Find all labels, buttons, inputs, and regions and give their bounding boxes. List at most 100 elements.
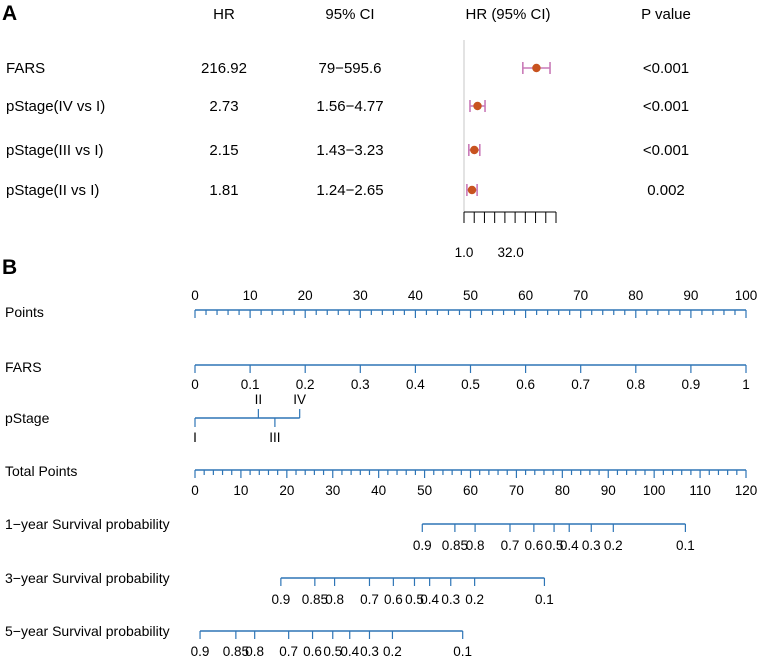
axis-tick-label: 1.0	[455, 245, 474, 260]
row-label: pStage(III vs I)	[6, 142, 104, 159]
p-value: <0.001	[643, 142, 689, 159]
tick-label: 0.8	[626, 377, 645, 392]
axis-tick-label: 32.0	[498, 245, 524, 260]
tick-label: 50	[417, 483, 432, 498]
category-label: I	[193, 430, 197, 445]
tick-label: 0.85	[223, 644, 249, 659]
panel-a-forest-plot: A HR 95% CI HR (95% CI) P value FARS 216.…	[2, 2, 691, 260]
hr-point	[532, 63, 541, 73]
tick-label: 50	[463, 288, 478, 303]
tick-label: 0.3	[360, 644, 379, 659]
hr-point	[467, 185, 477, 195]
tick-label: 100	[643, 483, 666, 498]
forest-row: pStage(II vs I) 1.81 1.24−2.65 0.002	[6, 182, 685, 199]
tick-label: 100	[735, 288, 758, 303]
nomogram: Points 0 10 20 30 40 50 60 70 80 90 100 FARS 0 0.1 0.2 0…	[5, 288, 757, 659]
header-hr: HR	[213, 6, 235, 23]
tick-label: 0.9	[271, 592, 290, 607]
tick-label: 0.4	[560, 538, 579, 553]
nomogram-scale: 5−year Survival probability 0.9 0.850.8 0.7…	[5, 623, 472, 659]
forest-row: pStage(IV vs I) 2.73 1.56−4.77 <0.001	[6, 98, 689, 115]
tick-label: 0.7	[501, 538, 520, 553]
tick-label: 40	[371, 483, 386, 498]
tick-label: 0.3	[441, 592, 460, 607]
tick-label: 0.6	[384, 592, 403, 607]
tick-label: 0.4	[406, 377, 425, 392]
header-95ci: 95% CI	[325, 6, 374, 23]
tick-label: 0	[191, 288, 199, 303]
tick-label: 0.7	[360, 592, 379, 607]
tick-label: 10	[243, 288, 258, 303]
tick-label: 70	[509, 483, 524, 498]
nomogram-scale: 3−year Survival probability 0.9 0.850.8 0.7…	[5, 570, 554, 607]
tick-label: 90	[601, 483, 616, 498]
tick-label: 10	[233, 483, 248, 498]
scale-name: 5−year Survival probability	[5, 623, 170, 639]
tick-label: 0.1	[241, 377, 260, 392]
forest-row: pStage(III vs I) 2.15 1.43−3.23 <0.001	[6, 142, 689, 159]
tick-label: 0.4	[420, 592, 439, 607]
tick-label: 30	[353, 288, 368, 303]
nomogram-scale: Points 0 10 20 30 40 50 60 70 80 90 100	[5, 288, 757, 320]
tick-label: 20	[298, 288, 313, 303]
p-value: <0.001	[643, 98, 689, 115]
hr-value: 2.73	[209, 98, 238, 115]
scale-name: pStage	[5, 410, 50, 426]
tick-label: 60	[463, 483, 478, 498]
hr-value: 1.81	[209, 182, 238, 199]
nomogram-scale: FARS 0 0.1 0.2 0.3 0.4 0.5 0.6 0.7 0.8 0.9 1	[5, 359, 750, 392]
category-label: IV	[293, 392, 306, 407]
tick-label: 20	[279, 483, 294, 498]
row-label: pStage(II vs I)	[6, 182, 99, 199]
scale-name: Total Points	[5, 463, 77, 479]
tick-label: 0.4	[340, 644, 359, 659]
nomogram-scale: Total Points 0 10 20 30 40 50 60 70 80 90 100 110 120	[5, 463, 757, 498]
tick-label: 60	[518, 288, 533, 303]
header-hr-95ci: HR (95% CI)	[465, 6, 550, 23]
tick-label: 70	[573, 288, 588, 303]
row-label: FARS	[6, 60, 45, 77]
tick-label: 0.9	[682, 377, 701, 392]
tick-label: 0.2	[465, 592, 484, 607]
ci-value: 1.56−4.77	[316, 98, 383, 115]
p-value: <0.001	[643, 60, 689, 77]
ci-value: 79−595.6	[319, 60, 382, 77]
tick-label: 0.6	[516, 377, 535, 392]
tick-label: 0.8	[466, 538, 485, 553]
hr-point	[470, 145, 479, 155]
category-label: II	[255, 392, 263, 407]
tick-label: 0.1	[535, 592, 554, 607]
tick-label: 0.1	[453, 644, 472, 659]
tick-label: 0.6	[524, 538, 543, 553]
tick-label: 0.2	[296, 377, 315, 392]
scale-name: FARS	[5, 359, 42, 375]
hr-point	[473, 101, 482, 111]
ci-value: 1.43−3.23	[316, 142, 383, 159]
tick-label: 40	[408, 288, 423, 303]
header-p-value: P value	[641, 6, 691, 23]
tick-label: 0.1	[676, 538, 695, 553]
hr-value: 2.15	[209, 142, 238, 159]
scale-name: 3−year Survival probability	[5, 570, 170, 586]
tick-label: 1	[742, 377, 750, 392]
tick-label: 0.5	[545, 538, 564, 553]
row-label: pStage(IV vs I)	[6, 98, 105, 115]
tick-label: 120	[735, 483, 758, 498]
scale-name: Points	[5, 304, 44, 320]
hr-value: 216.92	[201, 60, 247, 77]
tick-label: 80	[628, 288, 643, 303]
tick-label: 0.3	[351, 377, 370, 392]
forest-axis: 1.0 32.0	[455, 40, 557, 260]
panel-a-letter: A	[2, 2, 17, 25]
p-value: 0.002	[647, 182, 685, 199]
tick-label: 0.5	[461, 377, 480, 392]
tick-label: 0.7	[571, 377, 590, 392]
tick-label: 0.85	[442, 538, 468, 553]
tick-label: 0.9	[191, 644, 210, 659]
tick-label: 0.6	[303, 644, 322, 659]
tick-label: 0.7	[279, 644, 298, 659]
tick-label: 0.3	[582, 538, 601, 553]
tick-label: 90	[683, 288, 698, 303]
forest-rows: FARS 216.92 79−595.6 <0.001 pStage(IV vs I) 2…	[6, 60, 689, 199]
